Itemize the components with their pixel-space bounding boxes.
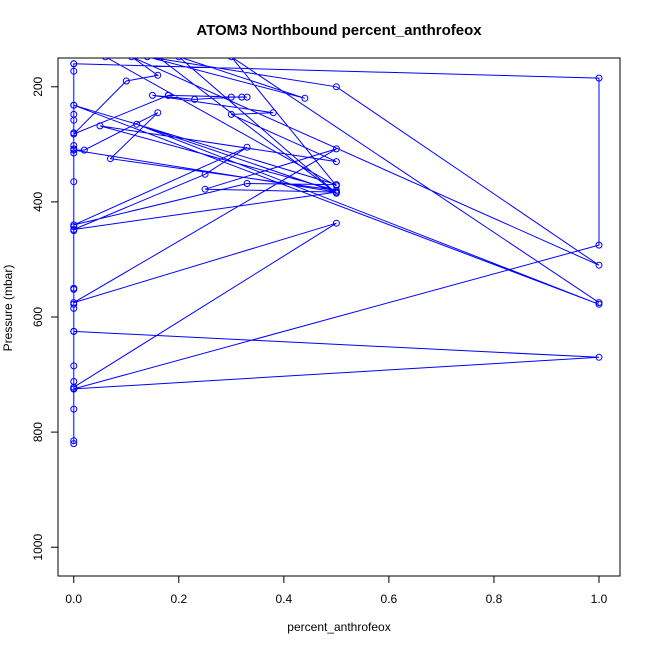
data-point	[201, 185, 209, 193]
data-point	[595, 241, 603, 249]
y-tick-label: 1000	[31, 534, 45, 561]
data-point	[70, 437, 78, 445]
data-point	[595, 74, 603, 82]
data-point	[70, 110, 78, 118]
series-line	[73, 58, 600, 444]
data-point	[332, 219, 340, 227]
data-point	[595, 353, 603, 361]
x-axis-label: percent_anthrofeox	[287, 620, 390, 634]
data-point	[332, 145, 340, 153]
y-tick-label: 200	[31, 76, 45, 96]
data-point	[332, 189, 340, 197]
data-point	[595, 261, 603, 269]
data-point	[70, 142, 78, 149]
y-axis-label: Pressure (mbar)	[1, 265, 15, 352]
data-point	[96, 122, 104, 130]
data-point	[149, 91, 156, 99]
x-axis: 0.0 0.2 0.4 0.6 0.8 1.0	[65, 575, 608, 606]
data-point	[107, 155, 114, 163]
data-point	[243, 93, 251, 101]
data-point	[80, 146, 88, 154]
x-tick-label: 1.0	[591, 592, 608, 606]
data-point	[70, 299, 78, 307]
data-point	[70, 178, 78, 186]
x-tick-label: 0.0	[65, 592, 82, 606]
data-point	[227, 93, 235, 101]
data-point	[332, 158, 340, 166]
data-point	[154, 109, 162, 117]
data-point	[332, 182, 340, 190]
data-point	[122, 77, 130, 85]
data-point	[154, 58, 162, 61]
series-marks	[70, 58, 603, 448]
x-tick-label: 0.2	[170, 592, 187, 606]
data-point	[332, 83, 340, 91]
data-point	[70, 146, 78, 154]
data-point	[70, 383, 78, 391]
data-point	[238, 93, 246, 101]
data-point	[201, 170, 209, 178]
chart-title: ATOM3 Northbound percent_anthrofeox	[196, 22, 482, 39]
data-point	[70, 130, 78, 138]
data-point	[243, 143, 251, 151]
data-point	[102, 58, 109, 61]
plot-frame	[57, 57, 621, 577]
data-point	[70, 405, 78, 413]
data-point	[70, 327, 78, 335]
x-tick-label: 0.6	[381, 592, 398, 606]
data-point	[175, 58, 183, 61]
data-point	[70, 149, 78, 157]
data-point	[228, 58, 235, 61]
data-point	[154, 71, 162, 79]
data-point	[243, 180, 251, 187]
data-point	[70, 221, 78, 229]
y-tick-label: 800	[31, 422, 45, 442]
y-tick-label: 400	[31, 192, 45, 212]
y-axis: 200 400 600 800 1000	[31, 76, 59, 561]
x-tick-label: 0.4	[276, 592, 293, 606]
data-point	[332, 186, 340, 194]
data-point	[70, 362, 78, 370]
x-tick-label: 0.8	[486, 592, 503, 606]
data-point	[301, 94, 309, 102]
data-point	[128, 58, 135, 61]
data-point	[595, 299, 603, 307]
data-point	[70, 67, 78, 75]
data-point	[70, 101, 78, 109]
y-tick-label: 600	[31, 307, 45, 327]
data-point	[133, 120, 141, 128]
data-point	[191, 95, 199, 103]
data-point	[227, 110, 235, 118]
data-point	[164, 91, 172, 99]
data-point	[70, 226, 78, 233]
data-point	[144, 58, 151, 61]
data-point	[70, 284, 78, 292]
data-point	[269, 109, 277, 117]
data-point	[70, 440, 78, 448]
data-point	[70, 60, 78, 68]
